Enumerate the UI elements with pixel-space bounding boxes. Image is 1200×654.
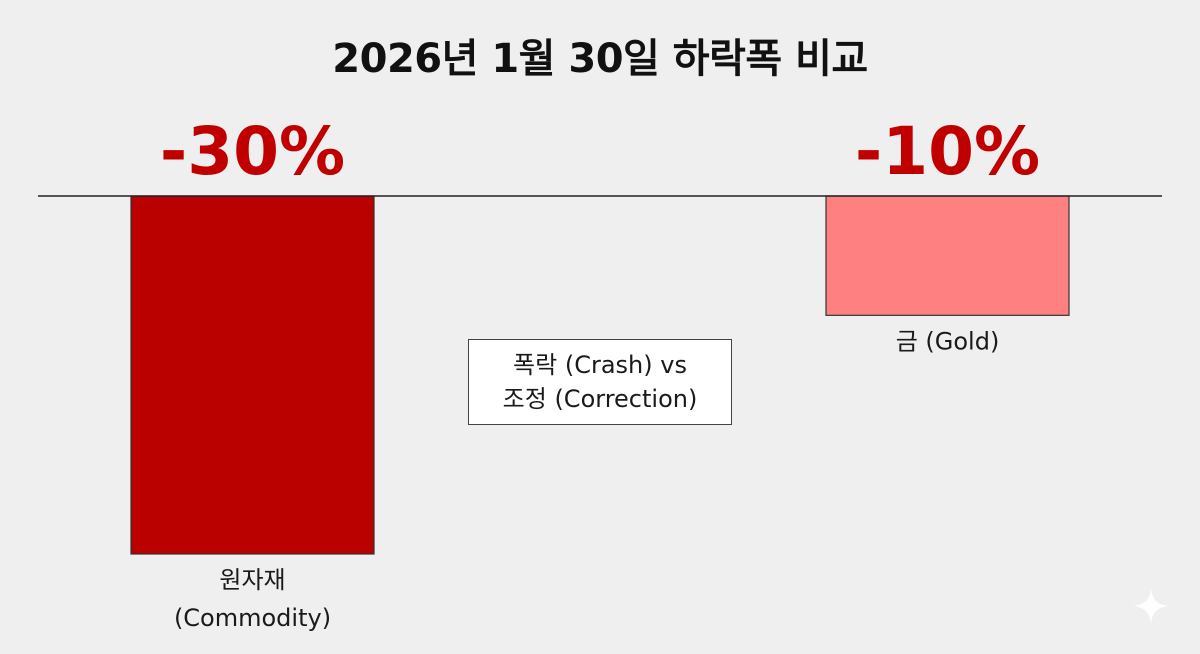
- chart-title: 2026년 1월 30일 하락폭 비교: [332, 36, 868, 82]
- category-label-1-line-0: 금 (Gold): [896, 327, 1000, 355]
- bars-group: [130, 195, 1070, 555]
- value-label-1: -10%: [855, 113, 1040, 190]
- annotation-line-1: 폭락 (Crash) vs: [513, 351, 687, 379]
- sparkle-icon: [1133, 588, 1169, 624]
- category-labels-group: 원자재 (Commodity) 금 (Gold): [174, 327, 999, 632]
- category-label-0-line-0: 원자재: [219, 566, 285, 594]
- bar-1: [825, 195, 1070, 316]
- annotation-box: 폭락 (Crash) vs 조정 (Correction): [468, 339, 732, 425]
- bar-0: [130, 195, 375, 555]
- value-label-0: -30%: [160, 113, 345, 190]
- annotation-line-2: 조정 (Correction): [502, 385, 698, 413]
- value-labels-group: -30% -10%: [160, 113, 1040, 190]
- category-label-0-line-1: (Commodity): [174, 604, 331, 632]
